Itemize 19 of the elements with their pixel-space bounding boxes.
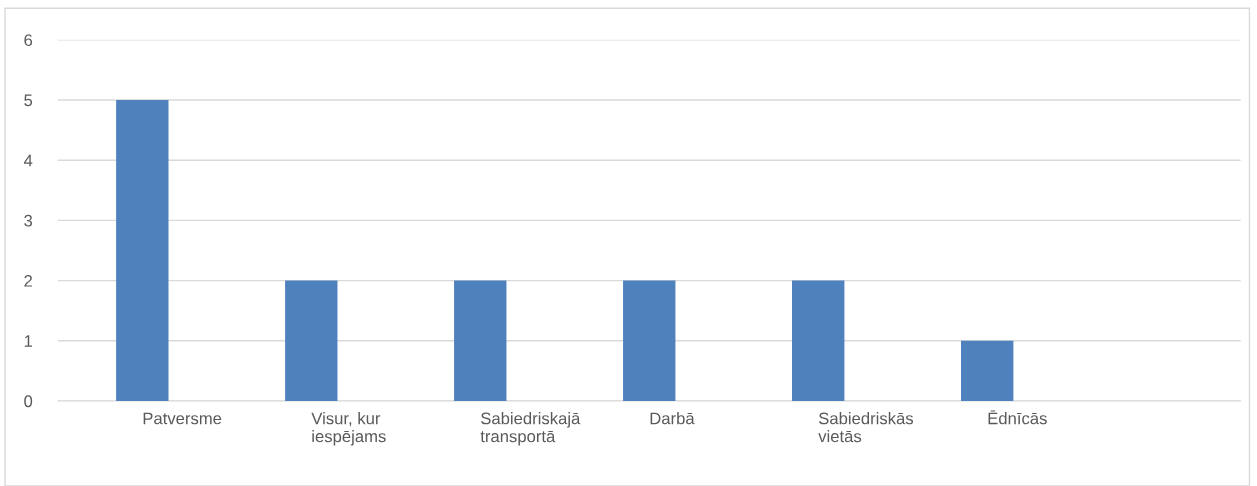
bar [961,340,1014,401]
y-tick-label: 0 [24,395,33,408]
bar [116,100,169,401]
y-tick-label: 1 [24,335,33,347]
x-tick-label: Sabiedriskajā transportā [480,412,581,446]
x-tick-label: Visur, kur iespējams [311,412,386,446]
y-tick-label: 4 [23,154,33,167]
x-tick-label: Patversme [143,412,222,425]
x-tick-label: Ēdnīcās [988,410,1047,425]
y-tick-label: 5 [24,94,33,107]
bar [285,280,338,401]
bar [792,280,845,401]
y-tick-label: 2 [24,274,32,287]
bar [454,280,507,401]
y-tick-label: 3 [24,214,33,227]
x-tick-label: Sabiedriskās vietās [818,412,914,443]
bar [623,280,676,401]
x-tick-label: Darbā [650,412,695,425]
y-tick-label: 6 [24,34,33,47]
